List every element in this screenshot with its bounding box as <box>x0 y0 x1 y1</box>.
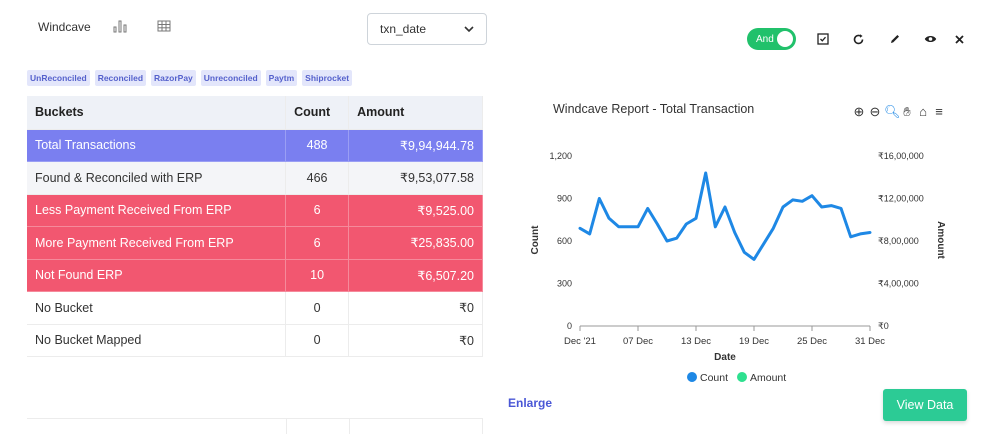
close-icon[interactable] <box>952 32 966 46</box>
bucket-amount: ₹0 <box>348 324 483 357</box>
bucket-name: More Payment Received From ERP <box>27 226 287 260</box>
menu-icon[interactable]: ≡ <box>935 104 943 119</box>
table-row[interactable]: No Bucket Mapped 0 ₹0 <box>27 324 483 357</box>
toggle-knob <box>777 31 793 47</box>
checkbox-icon[interactable] <box>816 32 830 46</box>
bucket-count: 10 <box>285 259 350 292</box>
legend-count[interactable]: Count <box>700 372 728 384</box>
legend-count-marker <box>687 372 697 382</box>
legend-amount[interactable]: Amount <box>750 372 786 384</box>
bucket-amount: ₹0 <box>348 291 483 325</box>
header-buckets: Buckets <box>27 96 287 130</box>
eye-icon[interactable] <box>923 32 937 46</box>
y-axis-label: Count <box>530 225 541 255</box>
x-tick-label: 25 Dec <box>797 336 827 347</box>
bucket-count: 488 <box>285 129 350 162</box>
tag-shiprocket[interactable]: Shiprocket <box>302 70 353 86</box>
y2-tick-label: ₹4,00,000 <box>878 279 919 289</box>
x-tick-label: 13 Dec <box>681 336 711 347</box>
table-row[interactable]: Not Found ERP 10 ₹6,507.20 <box>27 259 483 292</box>
table-header-row: Buckets Count Amount <box>27 96 483 130</box>
bucket-count: 6 <box>285 226 350 260</box>
and-toggle[interactable]: And <box>747 28 796 50</box>
bucket-name: Total Transactions <box>27 129 287 162</box>
toggle-label: And <box>756 33 774 45</box>
x-tick-label: Dec '21 <box>564 336 596 347</box>
series-line-count[interactable] <box>578 171 872 261</box>
bucket-name: No Bucket <box>27 291 287 325</box>
legend-amount-marker <box>737 372 747 382</box>
status-tags: UnReconciled Reconciled RazorPay Unrecon… <box>27 70 353 86</box>
chart-toolbar: ⊕ ⊖ 🔍︎ ✋︎ ⌂ ≡ <box>852 104 946 120</box>
pan-icon[interactable]: ✋︎ <box>903 104 911 119</box>
table-row[interactable]: Found & Reconciled with ERP 466 ₹9,53,07… <box>27 161 483 195</box>
tag-razorpay[interactable]: RazorPay <box>151 70 196 86</box>
y-tick-label: 1,200 <box>549 151 572 161</box>
chart-legend: Count Amount <box>687 372 786 384</box>
date-field-select[interactable]: txn_date <box>367 13 487 45</box>
header-amount: Amount <box>348 96 483 130</box>
chevron-down-icon <box>464 26 474 33</box>
buckets-table: Buckets Count Amount Total Transactions … <box>27 96 483 357</box>
y2-tick-label: ₹0 <box>878 321 889 331</box>
refresh-icon[interactable] <box>851 32 865 46</box>
bucket-amount: ₹9,94,944.78 <box>348 129 483 162</box>
y2-tick-label: ₹8,00,000 <box>878 236 919 246</box>
bucket-count: 6 <box>285 194 350 227</box>
y2-tick-label: ₹12,00,000 <box>878 194 924 204</box>
bucket-name: Found & Reconciled with ERP <box>27 161 287 195</box>
x-tick-label: 19 Dec <box>739 336 769 347</box>
y-tick-label: 0 <box>567 321 572 331</box>
zoom-in-icon[interactable]: ⊕ <box>853 104 865 119</box>
bucket-name: Not Found ERP <box>27 259 287 292</box>
tag-reconciled[interactable]: Reconciled <box>94 70 147 86</box>
chart-title: Windcave Report - Total Transaction <box>553 102 755 116</box>
select-value: txn_date <box>380 22 427 36</box>
bucket-name: Less Payment Received From ERP <box>27 194 287 227</box>
view-data-button[interactable]: View Data <box>883 389 967 421</box>
bucket-amount: ₹9,525.00 <box>348 194 483 227</box>
table-row[interactable]: No Bucket 0 ₹0 <box>27 291 483 325</box>
bucket-count: 0 <box>285 291 350 325</box>
bucket-amount: ₹6,507.20 <box>348 259 483 292</box>
table-row[interactable]: More Payment Received From ERP 6 ₹25,835… <box>27 226 483 260</box>
table-row[interactable]: Less Payment Received From ERP 6 ₹9,525.… <box>27 194 483 227</box>
x-axis-label: Date <box>714 352 736 363</box>
header-count: Count <box>285 96 350 130</box>
bucket-amount: ₹25,835.00 <box>348 226 483 260</box>
search-icon[interactable]: 🔍︎ <box>884 104 901 119</box>
tag-paytm[interactable]: Paytm <box>265 70 298 86</box>
bar-chart-icon[interactable] <box>112 18 128 34</box>
y-tick-label: 900 <box>557 194 572 204</box>
enlarge-link[interactable]: Enlarge <box>508 396 553 410</box>
bucket-amount: ₹9,53,077.58 <box>348 161 483 195</box>
y2-axis-label: Amount <box>935 221 946 259</box>
y-tick-label: 300 <box>557 279 572 289</box>
table-icon[interactable] <box>156 18 172 34</box>
bucket-name: No Bucket Mapped <box>27 324 287 357</box>
x-tick-label: 31 Dec <box>855 336 885 347</box>
bucket-count: 466 <box>285 161 350 195</box>
zoom-out-icon[interactable]: ⊖ <box>869 104 881 119</box>
line-chart: 0 ₹0 300 ₹4,00,000 600 ₹8,00,000 900 ₹12,00,000… <box>530 151 946 384</box>
bucket-count: 0 <box>285 324 350 357</box>
report-title: Windcave <box>38 20 91 34</box>
tag-unreconciled-2[interactable]: Unreconciled <box>200 70 261 86</box>
table-row[interactable]: Total Transactions 488 ₹9,94,944.78 <box>27 129 483 162</box>
tag-unreconciled[interactable]: UnReconciled <box>27 70 90 86</box>
x-tick-label: 07 Dec <box>623 336 653 347</box>
home-icon[interactable]: ⌂ <box>919 104 927 119</box>
pencil-icon[interactable] <box>888 32 902 46</box>
y2-tick-label: ₹16,00,000 <box>878 151 924 161</box>
table-footer-row <box>27 418 483 434</box>
y-tick-label: 600 <box>557 236 572 246</box>
